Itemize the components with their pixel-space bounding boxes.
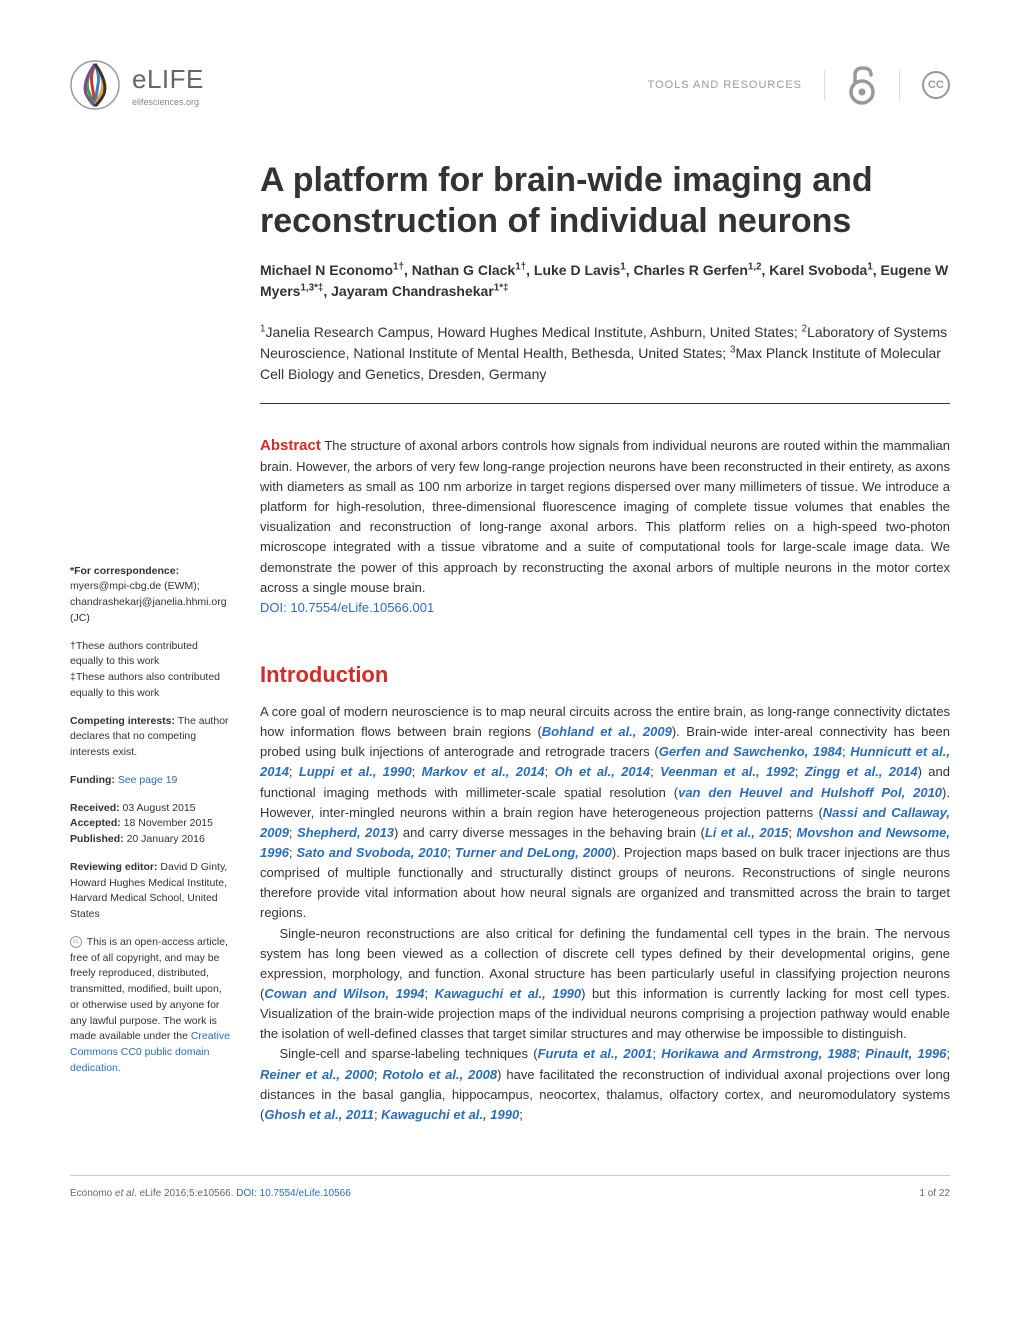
citation[interactable]: Veenman et al., 1992 bbox=[660, 764, 795, 779]
footer-doi-link[interactable]: DOI: 10.7554/eLife.10566 bbox=[236, 1188, 351, 1199]
page-header: eLIFE elifesciences.org TOOLS AND RESOUR… bbox=[70, 60, 950, 110]
license-statement: cc This is an open-access article, free … bbox=[70, 935, 232, 1077]
equal-contrib-2: ‡These authors also contributed equally … bbox=[70, 670, 232, 702]
journal-url[interactable]: elifesciences.org bbox=[132, 97, 204, 107]
open-access-icon bbox=[847, 65, 877, 105]
citation[interactable]: Bohland et al., 2009 bbox=[542, 724, 672, 739]
competing-interests: Competing interests: The author declares… bbox=[70, 714, 232, 761]
citation[interactable]: Kawaguchi et al., 1990 bbox=[435, 986, 582, 1001]
funding: Funding: See page 19 bbox=[70, 773, 232, 789]
citation[interactable]: Sato and Svoboda, 2010 bbox=[297, 845, 448, 860]
funding-link[interactable]: See page 19 bbox=[118, 774, 178, 786]
divider bbox=[899, 70, 900, 100]
abstract-doi-link[interactable]: DOI: 10.7554/eLife.10566.001 bbox=[260, 600, 434, 615]
article-type: TOOLS AND RESOURCES bbox=[648, 79, 803, 91]
article-body: Abstract The structure of axonal arbors … bbox=[260, 434, 950, 1125]
citation[interactable]: Oh et al., 2014 bbox=[555, 764, 651, 779]
citation[interactable]: Furuta et al., 2001 bbox=[538, 1046, 653, 1061]
divider bbox=[824, 70, 825, 100]
citation[interactable]: Ghosh et al., 2011 bbox=[264, 1107, 374, 1122]
article-title: A platform for brain-wide imaging and re… bbox=[260, 160, 950, 242]
abstract: Abstract The structure of axonal arbors … bbox=[260, 434, 950, 598]
footer-citation: Economo et al. eLife 2016;5:e10566. DOI:… bbox=[70, 1188, 351, 1199]
dates: Received: 03 August 2015 Accepted: 18 No… bbox=[70, 801, 232, 848]
author-list: Michael N Economo1†, Nathan G Clack1†, L… bbox=[260, 260, 950, 302]
cc-license-icon: CC bbox=[922, 71, 950, 99]
citation[interactable]: Zingg et al., 2014 bbox=[805, 764, 918, 779]
page-number: 1 of 22 bbox=[919, 1188, 950, 1199]
introduction-body: A core goal of modern neuroscience is to… bbox=[260, 702, 950, 1125]
citation[interactable]: Shepherd, 2013 bbox=[297, 825, 394, 840]
article-sidebar: *For correspondence: myers@mpi-cbg.de (E… bbox=[70, 434, 232, 1125]
journal-logo-block: eLIFE elifesciences.org bbox=[70, 60, 204, 110]
citation[interactable]: Gerfen and Sawchenko, 1984 bbox=[659, 744, 842, 759]
header-right: TOOLS AND RESOURCES CC bbox=[648, 65, 951, 105]
reviewing-editor: Reviewing editor: David D Ginty, Howard … bbox=[70, 860, 232, 923]
citation[interactable]: Kawaguchi et al., 1990 bbox=[381, 1107, 519, 1122]
paragraph: Single-cell and sparse-labeling techniqu… bbox=[260, 1044, 950, 1125]
paragraph: Single-neuron reconstructions are also c… bbox=[260, 924, 950, 1045]
section-divider bbox=[260, 403, 950, 404]
citation[interactable]: Turner and DeLong, 2000 bbox=[455, 845, 612, 860]
affiliations: 1Janelia Research Campus, Howard Hughes … bbox=[260, 322, 950, 385]
page-footer: Economo et al. eLife 2016;5:e10566. DOI:… bbox=[70, 1175, 950, 1199]
citation[interactable]: Pinault, 1996 bbox=[865, 1046, 946, 1061]
paragraph: A core goal of modern neuroscience is to… bbox=[260, 702, 950, 924]
citation[interactable]: Cowan and Wilson, 1994 bbox=[264, 986, 424, 1001]
citation[interactable]: Horikawa and Armstrong, 1988 bbox=[661, 1046, 856, 1061]
citation[interactable]: Rotolo et al., 2008 bbox=[382, 1067, 497, 1082]
citation[interactable]: Luppi et al., 1990 bbox=[299, 764, 412, 779]
citation[interactable]: Reiner et al., 2000 bbox=[260, 1067, 374, 1082]
elife-logo-icon bbox=[70, 60, 120, 110]
correspondence: *For correspondence: myers@mpi-cbg.de (E… bbox=[70, 564, 232, 627]
journal-name: eLIFE bbox=[132, 64, 204, 95]
section-heading-introduction: Introduction bbox=[260, 658, 950, 692]
citation[interactable]: van den Heuvel and Hulshoff Pol, 2010 bbox=[678, 785, 942, 800]
citation[interactable]: Markov et al., 2014 bbox=[422, 764, 545, 779]
citation[interactable]: Li et al., 2015 bbox=[705, 825, 789, 840]
equal-contrib-1: †These authors contributed equally to th… bbox=[70, 639, 232, 671]
abstract-label: Abstract bbox=[260, 437, 321, 454]
